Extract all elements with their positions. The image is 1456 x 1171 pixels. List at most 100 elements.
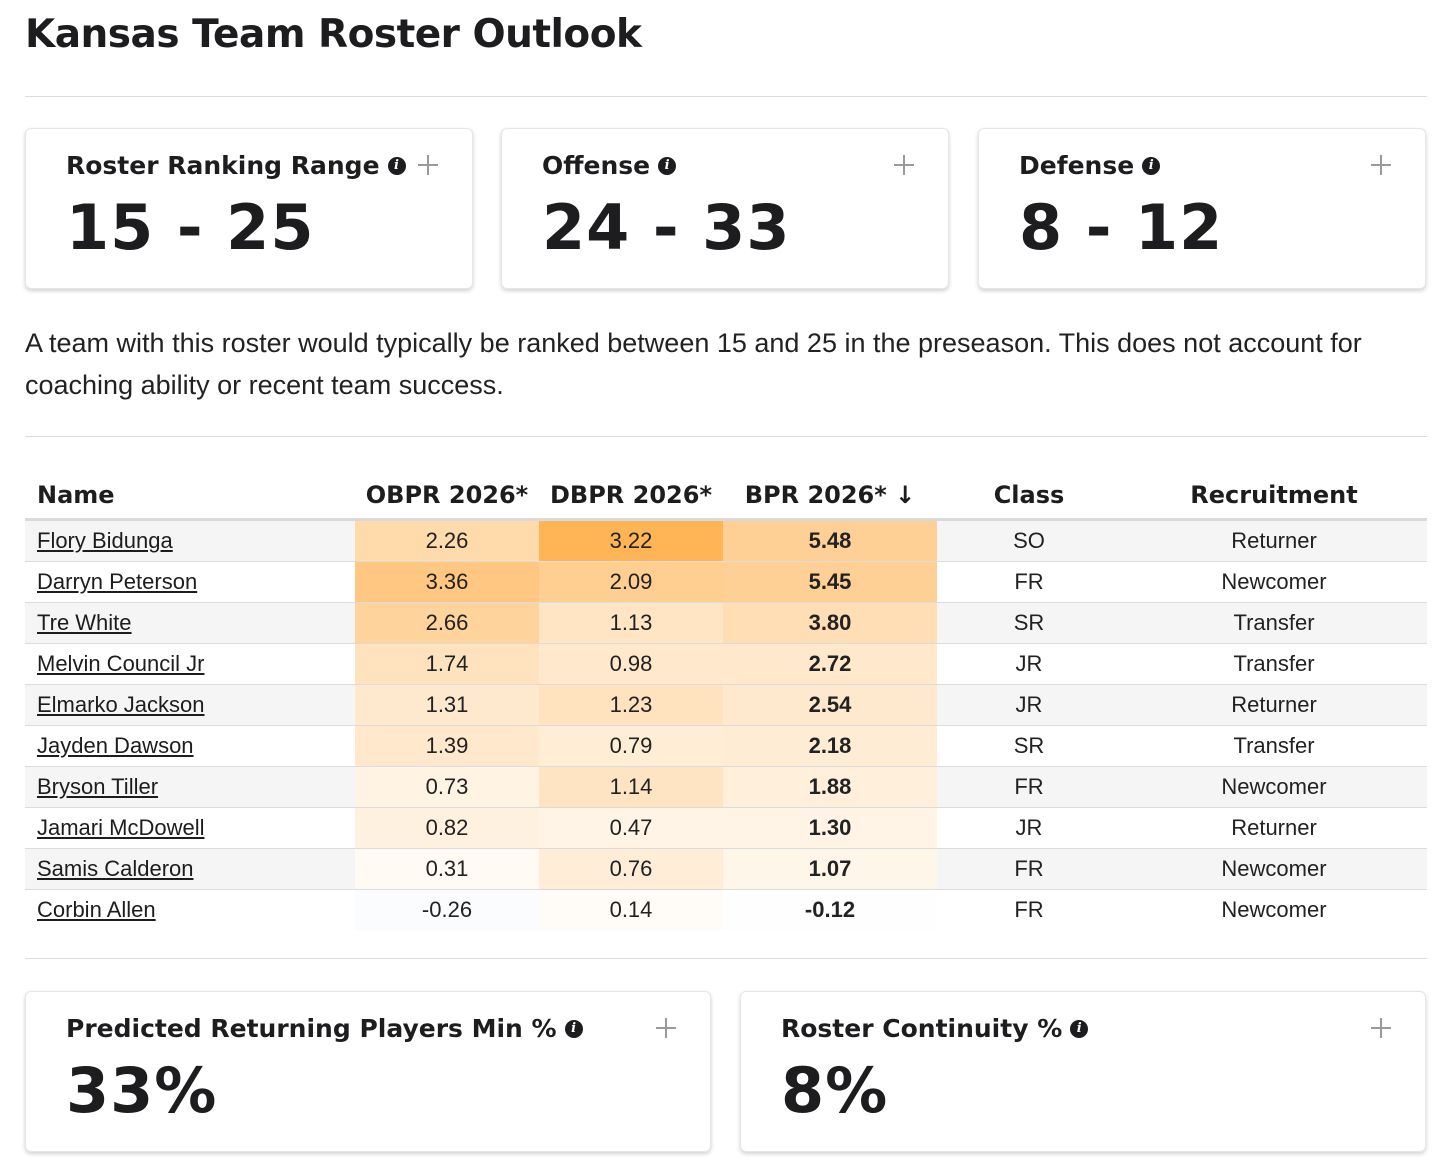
- player-name-link[interactable]: Melvin Council Jr: [37, 651, 205, 676]
- card-value-continuity: 8%: [781, 1054, 889, 1127]
- info-icon[interactable]: i: [1142, 156, 1161, 175]
- recruitment-cell: Newcomer: [1121, 766, 1427, 808]
- info-icon[interactable]: i: [1070, 1019, 1089, 1038]
- recruitment-cell: Returner: [1121, 519, 1427, 562]
- page-title: Kansas Team Roster Outlook: [25, 12, 642, 57]
- class-cell: FR: [937, 766, 1121, 808]
- table-row: Corbin Allen -0.26 0.14 -0.12 FR Newcomer: [25, 889, 1427, 931]
- player-name-cell: Jayden Dawson: [25, 725, 355, 767]
- column-header-name[interactable]: Name: [25, 472, 355, 521]
- recruitment-cell: Returner: [1121, 807, 1427, 849]
- plus-icon[interactable]: [894, 155, 914, 175]
- class-cell: JR: [937, 807, 1121, 849]
- card-value-offense: 24 - 33: [542, 191, 791, 264]
- class-cell: SO: [937, 519, 1121, 562]
- dbpr-cell: 0.14: [539, 889, 723, 930]
- column-header-bpr[interactable]: BPR 2026* ↓: [723, 472, 937, 521]
- obpr-cell: 1.74: [355, 643, 539, 685]
- dbpr-cell: 0.47: [539, 807, 723, 849]
- obpr-cell: -0.26: [355, 889, 539, 930]
- player-name-cell: Darryn Peterson: [25, 561, 355, 603]
- recruitment-cell: Transfer: [1121, 602, 1427, 644]
- obpr-cell: 2.26: [355, 519, 539, 562]
- player-name-link[interactable]: Elmarko Jackson: [37, 692, 205, 717]
- column-header-obpr[interactable]: OBPR 2026*: [355, 472, 539, 521]
- card-title-ranking: Roster Ranking Range i: [66, 151, 406, 180]
- class-cell: FR: [1014, 897, 1044, 922]
- player-name-cell: Bryson Tiller: [25, 766, 355, 808]
- dbpr-cell: 0.76: [539, 848, 723, 890]
- obpr-cell: 0.73: [355, 766, 539, 808]
- player-name-link[interactable]: Darryn Peterson: [37, 569, 198, 594]
- table-row: Jamari McDowell 0.82 0.47 1.30 JR Returner: [25, 807, 1427, 849]
- table-row: Elmarko Jackson 1.31 1.23 2.54 JR Returner: [25, 684, 1427, 726]
- card-value-ranking: 15 - 25: [66, 191, 315, 264]
- player-name-cell: Corbin Allen: [25, 890, 355, 931]
- info-icon[interactable]: i: [658, 156, 677, 175]
- dbpr-cell: 0.79: [539, 725, 723, 767]
- bpr-cell: 5.48: [723, 519, 937, 562]
- dbpr-cell: 0.98: [539, 643, 723, 685]
- recruitment-cell: Returner: [1121, 684, 1427, 726]
- bpr-cell: 5.45: [723, 561, 937, 603]
- recruitment-cell: Transfer: [1121, 643, 1427, 685]
- divider: [25, 436, 1427, 437]
- card-title-label: Roster Continuity %: [781, 1014, 1063, 1043]
- defense-card: Defense i 8 - 12: [978, 128, 1426, 289]
- ranking-description: A team with this roster would typically …: [25, 328, 1362, 400]
- bpr-cell: 2.54: [723, 684, 937, 726]
- player-name-cell: Samis Calderon: [25, 848, 355, 890]
- obpr-cell: 0.31: [355, 848, 539, 890]
- class-cell: SR: [937, 725, 1121, 767]
- player-name-link[interactable]: Jayden Dawson: [37, 733, 194, 758]
- bpr-cell: 1.07: [723, 848, 937, 890]
- roster-table-body: Flory Bidunga 2.26 3.22 5.48 SO Returner Darry…: [25, 519, 1427, 931]
- column-header-recruitment[interactable]: Recruitment: [1121, 472, 1427, 521]
- table-header-row: Name OBPR 2026* DBPR 2026* BPR 2026* ↓ C…: [25, 472, 1427, 521]
- plus-icon[interactable]: [1371, 1018, 1391, 1038]
- column-header-class[interactable]: Class: [937, 472, 1121, 521]
- player-name-link[interactable]: Samis Calderon: [37, 856, 194, 881]
- class-cell: SR: [937, 602, 1121, 644]
- plus-icon[interactable]: [418, 155, 438, 175]
- dbpr-cell: 1.23: [539, 684, 723, 726]
- class-cell: FR: [937, 848, 1121, 890]
- roster-ranking-card: Roster Ranking Range i 15 - 25: [25, 128, 473, 289]
- plus-icon[interactable]: [1371, 155, 1391, 175]
- dbpr-cell: 3.22: [539, 519, 723, 562]
- obpr-cell: 1.31: [355, 684, 539, 726]
- obpr-cell: 3.36: [355, 561, 539, 603]
- obpr-cell: 0.82: [355, 807, 539, 849]
- player-name-link[interactable]: Bryson Tiller: [37, 774, 159, 799]
- plus-icon[interactable]: [656, 1018, 676, 1038]
- recruitment-cell: Newcomer: [1121, 848, 1427, 890]
- player-name-cell: Jamari McDowell: [25, 807, 355, 849]
- divider: [25, 96, 1427, 97]
- player-name-link[interactable]: Jamari McDowell: [37, 815, 205, 840]
- recruitment-cell: Transfer: [1121, 725, 1427, 767]
- player-name-link[interactable]: Tre White: [37, 610, 132, 635]
- info-icon[interactable]: i: [387, 156, 406, 175]
- player-name-cell: Flory Bidunga: [25, 519, 355, 562]
- bpr-cell: 1.88: [723, 766, 937, 808]
- table-row: Flory Bidunga 2.26 3.22 5.48 SO Returner: [25, 519, 1427, 562]
- table-row: Melvin Council Jr 1.74 0.98 2.72 JR Transfer: [25, 643, 1427, 685]
- recruitment-cell: Newcomer: [1121, 561, 1427, 603]
- table-row: Tre White 2.66 1.13 3.80 SR Transfer: [25, 602, 1427, 644]
- bpr-cell: 1.30: [723, 807, 937, 849]
- obpr-cell: 1.39: [355, 725, 539, 767]
- class-cell: JR: [937, 643, 1121, 685]
- card-title-returning: Predicted Returning Players Min % i: [66, 1014, 583, 1043]
- card-title-label: Offense: [542, 151, 651, 180]
- player-name-link[interactable]: Corbin Allen: [37, 897, 156, 922]
- card-title-continuity: Roster Continuity % i: [781, 1014, 1089, 1043]
- card-title-defense: Defense i: [1019, 151, 1161, 180]
- column-header-dbpr[interactable]: DBPR 2026*: [539, 472, 723, 521]
- card-title-label: Roster Ranking Range: [66, 151, 380, 180]
- table-row: Darryn Peterson 3.36 2.09 5.45 FR Newcomer: [25, 561, 1427, 603]
- player-name-cell: Tre White: [25, 602, 355, 644]
- info-icon[interactable]: i: [564, 1019, 583, 1038]
- player-name-link[interactable]: Flory Bidunga: [37, 528, 173, 553]
- offense-card: Offense i 24 - 33: [501, 128, 949, 289]
